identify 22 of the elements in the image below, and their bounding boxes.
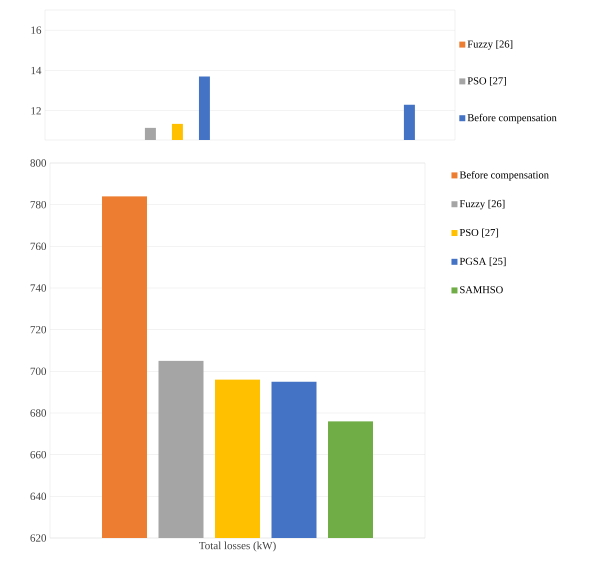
y-tick-label: 16 (31, 26, 42, 34)
y-tick-label: 620 (30, 534, 46, 542)
y-tick-label: 720 (30, 326, 46, 334)
legend-label: PGSA [25] (460, 257, 506, 266)
legend-label: PSO [27] (460, 228, 498, 238)
y-tick-label: 700 (30, 368, 46, 376)
y-tick-label: 680 (30, 409, 46, 417)
y-tick-label: 740 (30, 284, 46, 292)
y-tick-label: 760 (30, 242, 46, 250)
y-tick-label: 640 (30, 492, 46, 500)
y-tick-label: 800 (30, 159, 46, 167)
legend-label: PSO [27] (468, 76, 506, 86)
legend-label: Before compensation (468, 114, 557, 124)
x-tick-label: Total losses (kW) (198, 542, 276, 552)
legend-label: Fuzzy [26] (468, 40, 512, 50)
legend-label: SAMHSO (460, 286, 503, 294)
legend-label: Before compensation (460, 170, 549, 181)
legend-label: Fuzzy [26] (460, 200, 504, 210)
y-tick-label: 12 (31, 107, 41, 114)
y-tick-label: 14 (31, 66, 42, 74)
y-tick-label: 780 (30, 200, 46, 208)
y-tick-label: 660 (30, 450, 46, 458)
